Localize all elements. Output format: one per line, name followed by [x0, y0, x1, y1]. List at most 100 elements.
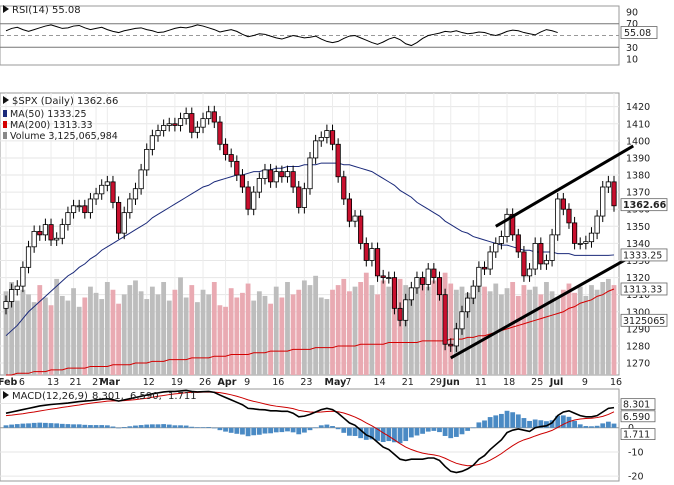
volume-bar: [358, 282, 364, 375]
price-tick-label: 1320: [626, 273, 650, 284]
price-tick-label: 1290: [626, 324, 650, 335]
macd-hist-bar: [3, 425, 9, 428]
volume-bar: [431, 280, 437, 375]
volume-bar: [527, 289, 532, 375]
macd-hist-bar: [521, 418, 527, 428]
macd-hist-bar: [380, 427, 386, 443]
legend-label: MA(200) 1313.33: [10, 120, 93, 131]
macd-panel: 100-10-20 MACD(12,26,9)8.301,6.590,1.711…: [0, 388, 656, 483]
volume-bar: [566, 283, 572, 375]
volume-bar: [138, 291, 144, 375]
date-tick-label: 6: [19, 377, 25, 388]
macd-tag-label: 8.301: [623, 400, 650, 411]
rsi-tick-label: 90: [626, 7, 638, 18]
candle-up: [256, 178, 262, 193]
macd-hist-bar: [330, 426, 335, 428]
volume-bar: [240, 292, 245, 375]
lower-channel-line: [450, 254, 634, 360]
upper-channel-line: [495, 144, 635, 228]
candle-up: [301, 188, 307, 208]
volume-bar: [589, 285, 594, 375]
candle-down: [391, 277, 398, 309]
macd-hist-bar: [577, 424, 583, 428]
macd-tag-box: [620, 398, 656, 411]
price-tick-label: 1400: [626, 136, 650, 147]
candle-up: [588, 232, 595, 243]
volume-bar: [555, 297, 561, 375]
volume-bar: [499, 294, 504, 375]
volume-bar: [178, 277, 183, 375]
macd-hist-bar: [211, 427, 217, 429]
macd-hist-bar: [555, 415, 561, 428]
macd-hist-bar: [127, 426, 133, 428]
candle-down: [448, 343, 454, 347]
rsi-tick-label: 70: [626, 19, 638, 30]
volume-bar: [195, 302, 200, 375]
macd-legend: MACD(12,26,9) 8.301, 6.590, 1.711: [3, 391, 197, 402]
price-tick-label: 1330: [626, 256, 650, 267]
candle-up: [3, 301, 9, 309]
candle-down: [515, 234, 521, 253]
volume-bar: [9, 282, 15, 375]
candle-down: [538, 242, 544, 265]
macd-hist-bar: [397, 427, 403, 444]
macd-hist-bar: [408, 427, 414, 438]
macd-line: [5, 389, 615, 474]
volume-bar: [155, 294, 161, 375]
candle-up: [9, 289, 15, 302]
volume-bar: [14, 300, 20, 375]
candle-up: [132, 188, 139, 200]
rsi-tick-label: 30: [626, 43, 638, 54]
price-tag-label: 1313.33: [623, 284, 662, 295]
candle-up: [177, 118, 184, 126]
date-tick-label: May: [325, 377, 348, 388]
candle-up: [104, 181, 110, 186]
macd-hist-bar: [223, 427, 228, 432]
candle-down: [267, 169, 274, 183]
volume-bar: [538, 294, 544, 375]
candle-up: [200, 118, 206, 128]
candle-down: [239, 174, 246, 188]
date-tick-label: Mar: [99, 377, 120, 388]
macd-hist-bar: [515, 414, 521, 428]
macd-legend-label: 8.301,: [92, 391, 124, 402]
rsi-line: [5, 24, 558, 47]
volume-bar: [183, 297, 189, 375]
date-tick-label: 26: [199, 377, 211, 388]
macd-hist-bar: [414, 427, 420, 436]
macd-hist-bar: [363, 427, 369, 440]
price-tick-label: 1270: [626, 359, 650, 370]
candle-down: [217, 121, 223, 145]
macd-hist-bar: [240, 427, 245, 435]
trend-channel-lines: [450, 144, 635, 360]
candle-up: [54, 237, 60, 241]
price-tag-box: [620, 248, 668, 262]
macd-legend-label: 6.590,: [130, 391, 162, 402]
macd-hist-bar: [347, 427, 352, 436]
volume-bar: [82, 297, 88, 375]
macd-tag-label: 1.711: [623, 430, 650, 441]
macd-hist-bar: [538, 420, 544, 428]
macd-hist-bar: [532, 419, 538, 428]
macd-hist-bar: [20, 423, 26, 428]
macd-hist-bar: [166, 424, 172, 428]
candle-up: [583, 241, 589, 244]
volume-bar: [279, 297, 285, 375]
macd-hist-bar: [437, 427, 442, 433]
volume-bar: [335, 285, 341, 375]
date-tick-label: Apr: [218, 377, 237, 388]
candle-down: [358, 215, 364, 244]
date-tick-label: 27: [92, 377, 104, 388]
macd-hist-bar: [268, 427, 273, 434]
volume-bar: [470, 297, 476, 375]
price-chart-title: $SPX (Daily) 1362.66: [12, 96, 118, 107]
volume-bar: [560, 289, 566, 375]
macd-hist-bar: [290, 427, 296, 433]
macd-hist-bar: [504, 410, 510, 428]
macd-hist-bar: [572, 420, 577, 428]
macd-hist-bar: [200, 427, 206, 428]
macd-tag-label: 6.590: [623, 412, 650, 423]
macd-hist-bar: [510, 412, 516, 428]
candle-up: [504, 213, 510, 237]
macd-hist-bar: [54, 423, 60, 428]
